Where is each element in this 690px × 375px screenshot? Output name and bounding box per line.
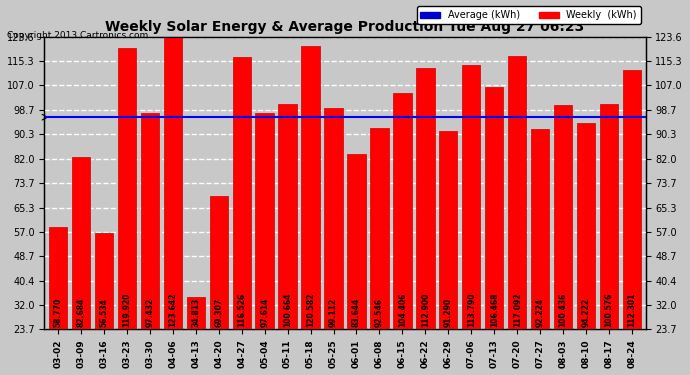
Text: 92.224: 92.224 [535, 297, 544, 327]
Text: 106.468: 106.468 [490, 292, 499, 327]
Text: Copyright 2013 Cartronics.com: Copyright 2013 Cartronics.com [7, 30, 148, 39]
Bar [623, 70, 641, 375]
Text: 100.436: 100.436 [559, 292, 568, 327]
Text: 92.546: 92.546 [375, 297, 384, 327]
Title: Weekly Solar Energy & Average Production Tue Aug 27 06:23: Weekly Solar Energy & Average Production… [106, 20, 584, 34]
Bar [141, 113, 159, 375]
Bar [49, 227, 67, 375]
Bar [485, 87, 504, 375]
Bar [462, 66, 480, 375]
Bar [233, 57, 251, 375]
Text: 83.644: 83.644 [352, 297, 361, 327]
Bar [324, 108, 343, 375]
Text: 97.432: 97.432 [146, 297, 155, 327]
Bar [600, 104, 618, 375]
Bar [371, 128, 388, 375]
Bar [439, 131, 457, 375]
Text: 100.576: 100.576 [604, 292, 613, 327]
Text: 112.301: 112.301 [627, 292, 636, 327]
Text: 112.900: 112.900 [421, 292, 430, 327]
Bar [255, 113, 274, 375]
Text: 104.406: 104.406 [398, 292, 407, 327]
Text: 94.222: 94.222 [582, 297, 591, 327]
Text: 116.526: 116.526 [237, 292, 246, 327]
Text: 58.770: 58.770 [54, 297, 63, 327]
Bar [531, 129, 549, 375]
Bar [164, 37, 182, 375]
Text: 99.112: 99.112 [329, 297, 338, 327]
Bar [393, 93, 411, 375]
Bar [347, 154, 366, 375]
Bar [416, 68, 435, 375]
Text: 91.290: 91.290 [444, 297, 453, 327]
Bar [577, 123, 595, 375]
Bar [186, 297, 205, 375]
Text: 34.813: 34.813 [191, 297, 200, 327]
Text: 117.092: 117.092 [513, 292, 522, 327]
Text: 97.614: 97.614 [260, 297, 269, 327]
Text: 82.684: 82.684 [77, 297, 86, 327]
Bar [95, 233, 113, 375]
Text: 123.642: 123.642 [168, 292, 177, 327]
Bar [302, 46, 319, 375]
Text: 100.664: 100.664 [283, 292, 292, 327]
Text: 120.582: 120.582 [306, 292, 315, 327]
Bar [210, 196, 228, 375]
Text: 56.534: 56.534 [99, 298, 108, 327]
Bar [72, 157, 90, 375]
Legend: Average (kWh), Weekly  (kWh): Average (kWh), Weekly (kWh) [417, 6, 641, 24]
Text: 119.920: 119.920 [122, 292, 131, 327]
Bar [118, 48, 136, 375]
Bar [279, 104, 297, 375]
Text: 69.307: 69.307 [215, 297, 224, 327]
Bar [554, 105, 572, 375]
Bar [508, 56, 526, 375]
Text: 113.790: 113.790 [466, 292, 475, 327]
